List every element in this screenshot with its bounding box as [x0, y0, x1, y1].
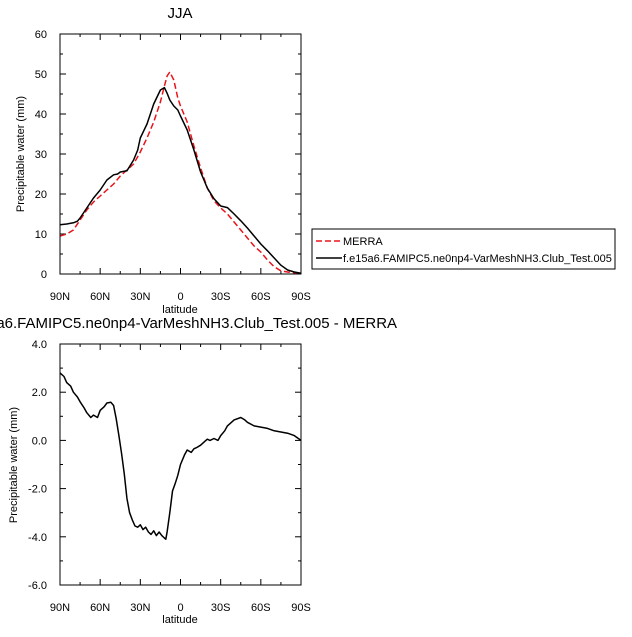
y-tick-label: 20: [35, 189, 47, 201]
series-line-merra: [59, 71, 302, 275]
y-tick-label: 0.0: [32, 435, 47, 447]
x-tick-label: 30S: [211, 602, 231, 614]
x-tick-label: 60S: [251, 602, 271, 614]
plot-frame-top: [59, 33, 302, 275]
series-group-bottom: [59, 372, 302, 540]
x-tick-label: 90N: [50, 291, 70, 303]
x-tick-label: 60S: [251, 291, 271, 303]
plot-frame-bottom: [59, 343, 302, 586]
x-tick-label: 90S: [291, 602, 311, 614]
y-tick-label: -2.0: [28, 484, 47, 496]
x-tick-label: 60N: [90, 291, 110, 303]
chart-panel-top: JJA Precipitable water (mm) latitude 90N…: [15, 5, 311, 316]
legend-label-model: f.e15a6.FAMIPC5.ne0np4-VarMeshNH3.Club_T…: [343, 253, 612, 265]
legend-label-merra: MERRA: [343, 236, 383, 248]
x-tick-label: 0: [177, 291, 183, 303]
series-line-difference: [59, 372, 302, 540]
legend-box: [311, 228, 616, 270]
y-tick-label: 10: [35, 229, 47, 241]
y-tick-label: 60: [35, 29, 47, 41]
tick-group-bottom: 90N 60N 30N 0 30S 60S 90S -6.0 -4.0 -2.0 0.0 2.0 4.0: [28, 339, 311, 614]
y-tick-label: 30: [35, 149, 47, 161]
x-tick-label: 30S: [211, 291, 231, 303]
y-tick-label: 2.0: [32, 387, 47, 399]
legend: MERRA f.e15a6.FAMIPC5.ne0np4-VarMeshNH3.…: [311, 228, 616, 270]
series-group-top: [59, 71, 302, 275]
series-line-f: [59, 86, 302, 274]
x-axis-label-top: latitude: [162, 304, 197, 316]
chart-title-top: JJA: [167, 5, 192, 22]
y-tick-label: -4.0: [28, 532, 47, 544]
y-axis-label-bottom: Precipitable water (mm): [8, 407, 20, 523]
x-tick-label: 30N: [130, 291, 150, 303]
tick-group-top: 90N 60N 30N 0 30S 60S 90S 0 10 20 30 40 50 60: [35, 29, 311, 303]
x-axis-label-bottom: latitude: [162, 614, 197, 626]
chart-panel-bottom: f.e15a6.FAMIPC5.ne0np4-VarMeshNH3.Club_T…: [0, 315, 397, 626]
y-tick-label: -6.0: [28, 580, 47, 592]
x-tick-label: 30N: [130, 602, 150, 614]
y-tick-label: 0: [41, 269, 47, 281]
y-tick-label: 40: [35, 109, 47, 121]
x-tick-label: 90N: [50, 602, 70, 614]
x-tick-label: 0: [177, 602, 183, 614]
chart-title-bottom: f.e15a6.FAMIPC5.ne0np4-VarMeshNH3.Club_T…: [0, 315, 397, 332]
y-tick-label: 4.0: [32, 339, 47, 351]
x-tick-label: 90S: [291, 291, 311, 303]
y-tick-label: 50: [35, 69, 47, 81]
x-tick-label: 60N: [90, 602, 110, 614]
y-axis-label-top: Precipitable water (mm): [15, 96, 27, 212]
